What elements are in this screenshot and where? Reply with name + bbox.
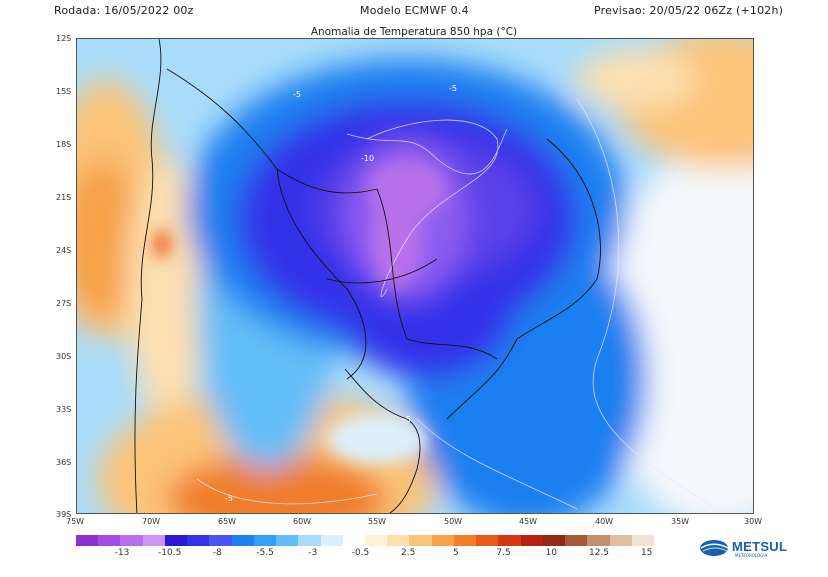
lat-label: 12S: [56, 34, 72, 43]
color-scale-label: -5.5: [256, 548, 274, 558]
color-scale-swatch: [76, 535, 99, 546]
lat-label: 39S: [56, 510, 72, 519]
color-scale-label: 5: [453, 548, 459, 558]
lat-label: 27S: [56, 299, 72, 308]
contour-label: -10: [361, 154, 374, 163]
color-scale-swatch: [609, 535, 633, 546]
model-label: Modelo ECMWF 0.4: [360, 4, 469, 17]
color-scale-swatch: [342, 535, 366, 546]
color-scale-swatch: [98, 535, 121, 546]
lon-label: 65W: [218, 517, 237, 526]
color-scale-swatch: [298, 535, 322, 546]
color-scale-label: 7.5: [496, 548, 511, 558]
color-scale-swatch: [209, 535, 233, 546]
lat-label: 33S: [56, 405, 72, 414]
forecast-time-label: Previsao: 20/05/22 06Zz (+102h): [594, 4, 784, 17]
color-scale-swatch: [520, 535, 544, 546]
color-scale-label: 15: [640, 548, 653, 558]
anomaly-map: -5 -5 -10 -5 -5: [76, 38, 754, 514]
globe-icon: [700, 540, 729, 556]
anomaly-field: -5 -5 -10 -5 -5: [77, 39, 753, 513]
lon-label: 55W: [368, 517, 387, 526]
color-scale-swatch: [142, 535, 166, 546]
lon-label: 45W: [519, 517, 538, 526]
color-scale: -13 -10.5 -8 -5.5 -3 -0.5 2.5 5 7.5 10 12.5 15: [76, 535, 655, 558]
color-scale-label: -8: [212, 548, 222, 558]
run-date-label: Rodada: 16/05/2022 00z: [54, 4, 194, 17]
color-scale-label: -3: [308, 548, 318, 558]
lat-label: 30S: [56, 352, 72, 361]
contour-label: -5: [449, 84, 457, 93]
lat-label: 18S: [56, 140, 72, 149]
color-scale-swatch: [253, 535, 277, 546]
color-scale-swatch: [587, 535, 611, 546]
color-scale-swatch: [431, 535, 455, 546]
color-scale-swatch: [565, 535, 588, 546]
lat-label: 15S: [56, 87, 72, 96]
color-scale-swatch: [120, 535, 144, 546]
color-scale-swatch: [476, 535, 499, 546]
contour-label: -5: [403, 415, 411, 424]
color-scale-label: 2.5: [401, 548, 416, 558]
lon-label: 60W: [293, 517, 312, 526]
logo-text: METSUL: [732, 539, 788, 554]
color-scale-swatch: [276, 535, 299, 546]
logo-subtext: METEOROLOGIA: [735, 553, 768, 558]
lat-label: 21S: [56, 193, 72, 202]
lon-label: 35W: [671, 517, 690, 526]
color-scale-swatch: [164, 535, 188, 546]
lon-label: 50W: [444, 517, 463, 526]
color-scale-swatch: [365, 535, 388, 546]
color-scale-label: -0.5: [351, 548, 370, 558]
lon-label: 30W: [744, 517, 763, 526]
lat-label: 36S: [56, 458, 72, 467]
color-scale-swatch: [231, 535, 255, 546]
color-scale-label: -10.5: [158, 548, 182, 558]
lon-label: 75W: [66, 517, 85, 526]
contour-label: -5: [225, 494, 233, 503]
lon-label: 40W: [595, 517, 614, 526]
map-title: Anomalia de Temperatura 850 hpa (°C): [310, 26, 518, 38]
metsul-logo: METSUL METEOROLOGIA: [699, 537, 789, 559]
color-scale-label: 10: [545, 548, 558, 558]
color-scale-swatch: [387, 535, 410, 546]
color-scale-swatch: [498, 535, 522, 546]
color-scale-swatch: [453, 535, 477, 546]
lat-label: 24S: [56, 246, 72, 255]
color-scale-swatch: [320, 535, 344, 546]
contour-label: -5: [293, 90, 301, 99]
color-scale-swatch: [187, 535, 210, 546]
color-scale-swatch: [631, 535, 655, 546]
color-scale-label: 12.5: [588, 548, 610, 558]
lon-label: 70W: [142, 517, 161, 526]
color-scale-swatch: [409, 535, 433, 546]
color-scale-swatch: [542, 535, 566, 546]
color-scale-label: -13: [114, 548, 130, 558]
